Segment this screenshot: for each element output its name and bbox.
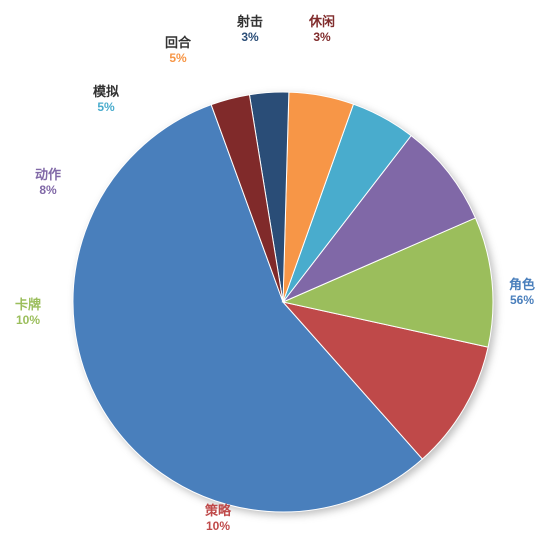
pie-svg xyxy=(0,0,560,541)
pie-chart: 角色56%策略10%卡牌10%动作8%模拟5%回合5%射击3%休闲3% xyxy=(0,0,560,541)
